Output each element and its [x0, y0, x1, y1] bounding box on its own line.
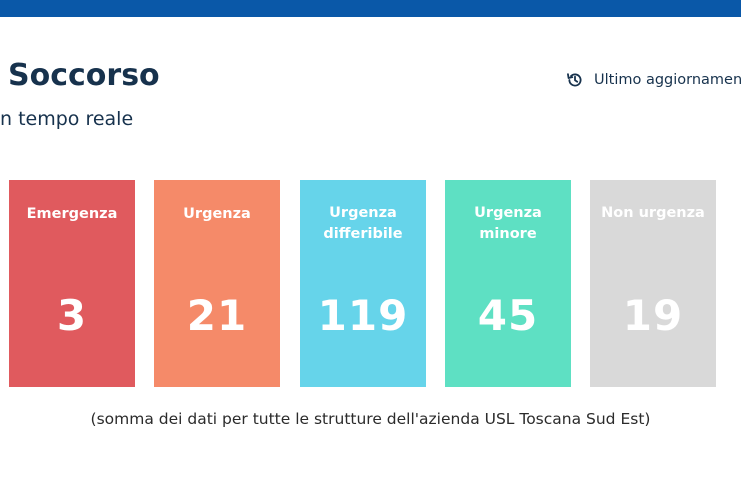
card-value: 45 [477, 291, 539, 340]
triage-card-non-urgenza: Non urgenza 19 [590, 180, 716, 387]
card-label: Non urgenza [601, 205, 705, 221]
card-value: 3 [56, 291, 88, 340]
last-update-label: Ultimo aggiornamento [594, 72, 741, 88]
triage-card-urgenza: Urgenza 21 [154, 180, 280, 387]
card-label: Emergenza [26, 206, 118, 222]
footnote: (somma dei dati per tutte le strutture d… [90, 410, 651, 428]
page-subtitle: n tempo reale [0, 108, 134, 130]
card-value: 119 [317, 291, 409, 340]
card-label: Urgenza differibile [323, 205, 403, 242]
triage-card-urgenza-differibile: Urgenza differibile 119 [300, 180, 426, 387]
triage-card-urgenza-minore: Urgenza minore 45 [445, 180, 571, 387]
page-title: Soccorso [8, 58, 160, 93]
top-bar [0, 0, 741, 17]
card-label: Urgenza minore [474, 205, 542, 242]
last-update-link[interactable]: Ultimo aggiornamento [566, 69, 741, 91]
triage-card-emergenza: Emergenza 3 [9, 180, 135, 387]
card-label: Urgenza [183, 206, 251, 222]
history-icon [567, 73, 582, 87]
card-value: 21 [186, 291, 248, 340]
card-value: 19 [622, 291, 684, 340]
